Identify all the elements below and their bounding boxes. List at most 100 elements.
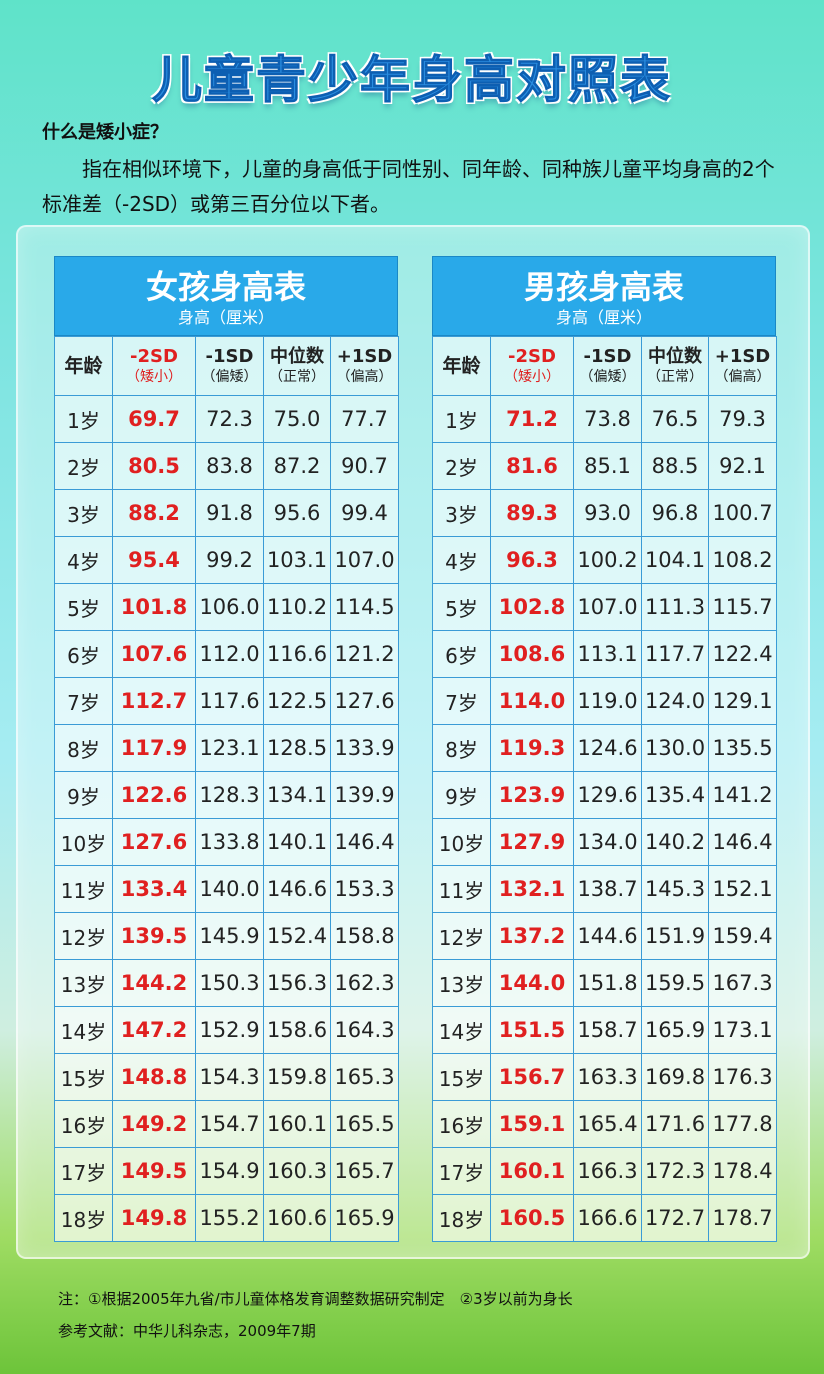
minus2sd-cell: 132.1 (490, 865, 574, 913)
minus2sd-cell: 156.7 (490, 1053, 574, 1101)
minus2sd-cell: 148.8 (112, 1053, 196, 1101)
plus1sd-cell: 165.3 (330, 1053, 399, 1101)
median-cell: 76.5 (641, 395, 709, 443)
column-header-minus2sd: -2SD （矮小） (112, 336, 196, 396)
table-row: 1岁 69.7 72.3 75.0 77.7 (54, 395, 399, 443)
minus1sd-cell: 124.6 (573, 724, 642, 772)
table-row: 9岁 123.9 129.6 135.4 141.2 (432, 771, 777, 819)
plus1sd-cell: 146.4 (330, 818, 399, 866)
age-cell: 2岁 (54, 442, 113, 490)
table-row: 5岁 102.8 107.0 111.3 115.7 (432, 583, 777, 631)
plus1sd-cell: 165.9 (330, 1194, 399, 1242)
minus1sd-cell: 152.9 (195, 1006, 264, 1054)
minus1sd-cell: 83.8 (195, 442, 264, 490)
minus2sd-cell: 112.7 (112, 677, 196, 725)
minus1sd-cell: 163.3 (573, 1053, 642, 1101)
plus1sd-cell: 173.1 (708, 1006, 777, 1054)
footnote: 注：①根据2005年九省/市儿童体格发育调整数据研究制定 ②3岁以前为身长 (58, 1290, 573, 1308)
plus1sd-cell: 146.4 (708, 818, 777, 866)
minus1sd-cell: 112.0 (195, 630, 264, 678)
median-cell: 159.5 (641, 959, 709, 1007)
median-cell: 116.6 (263, 630, 331, 678)
plus1sd-cell: 77.7 (330, 395, 399, 443)
minus1sd-cell: 144.6 (573, 912, 642, 960)
median-cell: 87.2 (263, 442, 331, 490)
minus2sd-cell: 160.5 (490, 1194, 574, 1242)
table-row: 8岁 119.3 124.6 130.0 135.5 (432, 724, 777, 772)
age-cell: 15岁 (432, 1053, 491, 1101)
minus1sd-cell: 119.0 (573, 677, 642, 725)
median-cell: 172.3 (641, 1147, 709, 1195)
plus1sd-cell: 92.1 (708, 442, 777, 490)
boys-table-title: 男孩身高表 (523, 268, 684, 306)
age-cell: 16岁 (54, 1100, 113, 1148)
plus1sd-cell: 100.7 (708, 489, 777, 537)
median-cell: 152.4 (263, 912, 331, 960)
table-row: 17岁 149.5 154.9 160.3 165.7 (54, 1147, 399, 1195)
minus1sd-cell: 72.3 (195, 395, 264, 443)
plus1sd-cell: 165.7 (330, 1147, 399, 1195)
minus1sd-cell: 151.8 (573, 959, 642, 1007)
age-cell: 18岁 (432, 1194, 491, 1242)
table-row: 15岁 148.8 154.3 159.8 165.3 (54, 1053, 399, 1101)
median-cell: 160.1 (263, 1100, 331, 1148)
age-cell: 2岁 (432, 442, 491, 490)
plus1sd-cell: 107.0 (330, 536, 399, 584)
minus2sd-cell: 117.9 (112, 724, 196, 772)
column-header-age: 年龄 (54, 336, 113, 396)
minus2sd-cell: 139.5 (112, 912, 196, 960)
minus2sd-cell: 151.5 (490, 1006, 574, 1054)
median-cell: 172.7 (641, 1194, 709, 1242)
plus1sd-cell: 127.6 (330, 677, 399, 725)
column-header-plus1sd: +1SD （偏高） (708, 336, 777, 396)
minus1sd-cell: 85.1 (573, 442, 642, 490)
table-row: 4岁 95.4 99.2 103.1 107.0 (54, 536, 399, 584)
table-row: 14岁 151.5 158.7 165.9 173.1 (432, 1006, 777, 1054)
table-row: 11岁 132.1 138.7 145.3 152.1 (432, 865, 777, 913)
column-header-median: 中位数 （正常） (263, 336, 331, 396)
median-cell: 128.5 (263, 724, 331, 772)
minus2sd-cell: 71.2 (490, 395, 574, 443)
median-cell: 159.8 (263, 1053, 331, 1101)
median-cell: 171.6 (641, 1100, 709, 1148)
minus2sd-cell: 149.2 (112, 1100, 196, 1148)
age-cell: 17岁 (432, 1147, 491, 1195)
table-row: 17岁 160.1 166.3 172.3 178.4 (432, 1147, 777, 1195)
age-cell: 15岁 (54, 1053, 113, 1101)
minus1sd-cell: 158.7 (573, 1006, 642, 1054)
median-cell: 158.6 (263, 1006, 331, 1054)
boys-table-header: 男孩身高表 身高（厘米） (432, 256, 776, 336)
age-cell: 14岁 (432, 1006, 491, 1054)
minus1sd-cell: 100.2 (573, 536, 642, 584)
plus1sd-cell: 178.7 (708, 1194, 777, 1242)
minus1sd-cell: 133.8 (195, 818, 264, 866)
plus1sd-cell: 133.9 (330, 724, 399, 772)
minus1sd-cell: 150.3 (195, 959, 264, 1007)
plus1sd-cell: 108.2 (708, 536, 777, 584)
plus1sd-cell: 122.4 (708, 630, 777, 678)
plus1sd-cell: 114.5 (330, 583, 399, 631)
plus1sd-cell: 158.8 (330, 912, 399, 960)
minus1sd-cell: 138.7 (573, 865, 642, 913)
median-cell: 160.6 (263, 1194, 331, 1242)
boys-table-body: 1岁 71.2 73.8 76.5 79.3 2岁 81.6 85.1 88.5 92.1 3岁 89… (432, 395, 777, 1242)
plus1sd-cell: 176.3 (708, 1053, 777, 1101)
median-cell: 75.0 (263, 395, 331, 443)
minus2sd-cell: 149.5 (112, 1147, 196, 1195)
plus1sd-cell: 141.2 (708, 771, 777, 819)
minus2sd-cell: 127.6 (112, 818, 196, 866)
plus1sd-cell: 99.4 (330, 489, 399, 537)
age-cell: 7岁 (54, 677, 113, 725)
plus1sd-cell: 164.3 (330, 1006, 399, 1054)
minus2sd-cell: 127.9 (490, 818, 574, 866)
column-header-minus1sd: -1SD （偏矮） (195, 336, 264, 396)
age-cell: 13岁 (432, 959, 491, 1007)
minus1sd-cell: 165.4 (573, 1100, 642, 1148)
median-cell: 95.6 (263, 489, 331, 537)
table-row: 14岁 147.2 152.9 158.6 164.3 (54, 1006, 399, 1054)
minus1sd-cell: 154.3 (195, 1053, 264, 1101)
age-cell: 5岁 (432, 583, 491, 631)
minus1sd-cell: 99.2 (195, 536, 264, 584)
girls-height-table: 女孩身高表 身高（厘米） 年龄 -2SD （矮小） -1SD （偏矮） 中位数 （正常… (54, 256, 399, 1242)
minus2sd-cell: 95.4 (112, 536, 196, 584)
